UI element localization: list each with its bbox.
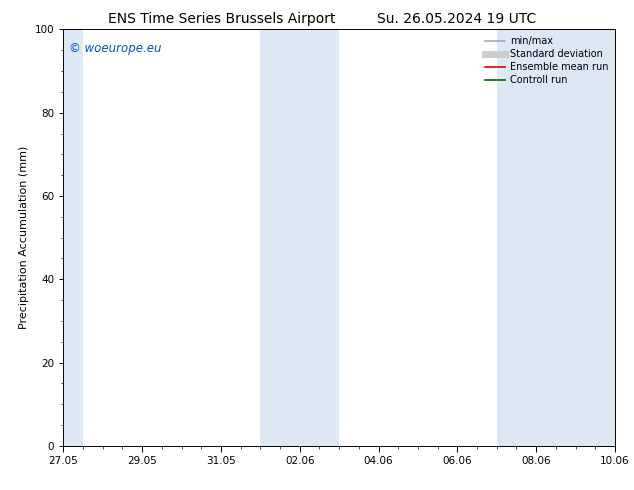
Text: © woeurope.eu: © woeurope.eu (69, 42, 162, 55)
Y-axis label: Precipitation Accumulation (mm): Precipitation Accumulation (mm) (19, 146, 29, 329)
Bar (497, 29, 617, 446)
Bar (261, 29, 339, 446)
Text: Su. 26.05.2024 19 UTC: Su. 26.05.2024 19 UTC (377, 12, 536, 26)
Bar (61, 29, 83, 446)
Text: ENS Time Series Brussels Airport: ENS Time Series Brussels Airport (108, 12, 335, 26)
Legend: min/max, Standard deviation, Ensemble mean run, Controll run: min/max, Standard deviation, Ensemble me… (483, 34, 610, 87)
